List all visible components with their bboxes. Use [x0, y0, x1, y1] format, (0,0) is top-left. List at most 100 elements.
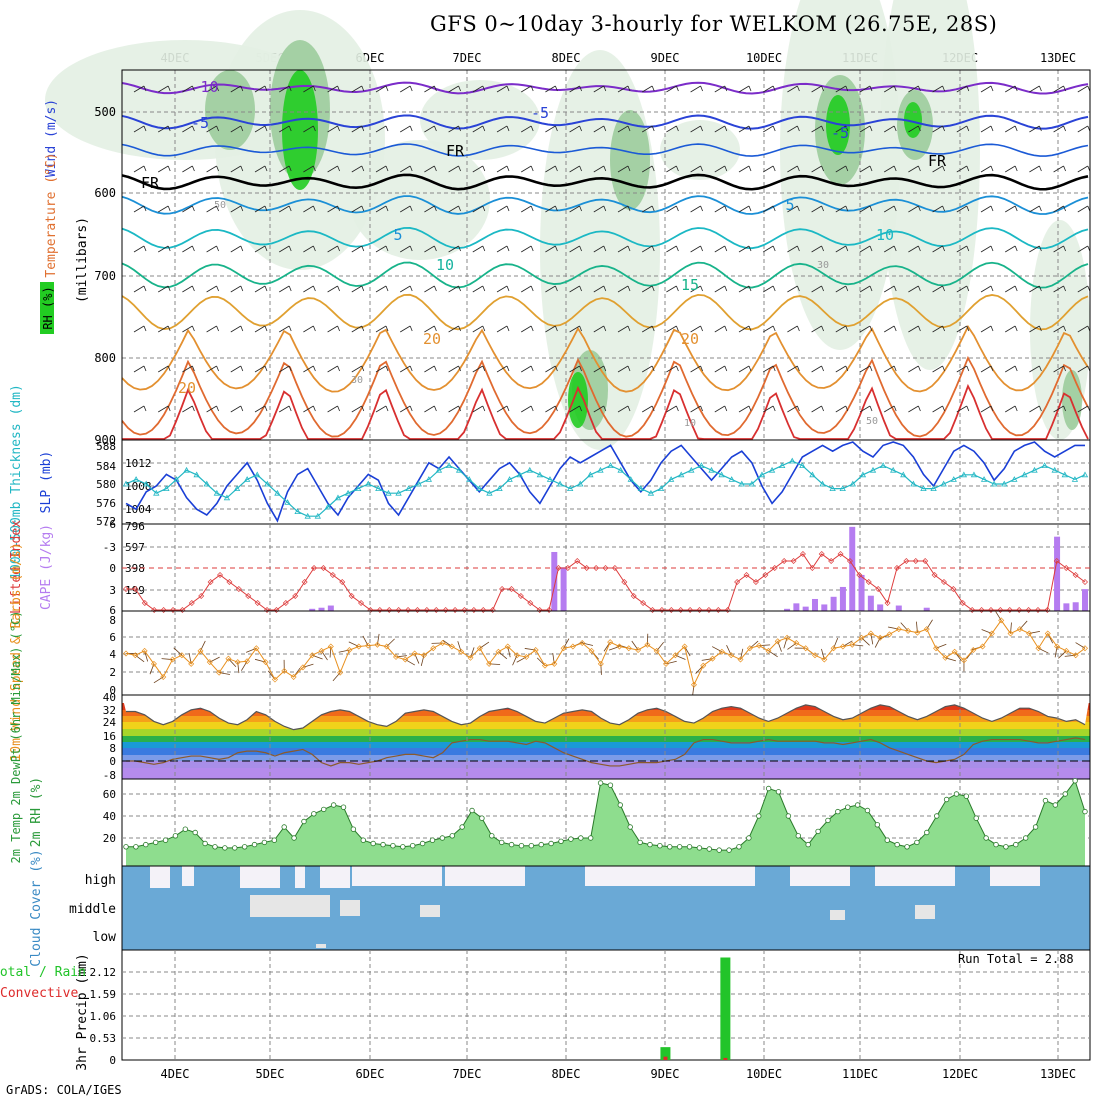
- cape-bar: [923, 607, 930, 611]
- thickness-point: [607, 462, 614, 468]
- rh-point: [241, 844, 248, 850]
- x-tick-label: 5DEC: [256, 1067, 285, 1081]
- cloud-gap: [915, 905, 935, 919]
- y-tick-label: middle: [69, 902, 116, 917]
- cape-bar: [309, 608, 316, 611]
- wind-barb: [748, 125, 752, 132]
- wind-speed-point: [830, 645, 837, 652]
- wind-barb: [641, 365, 653, 373]
- y-tick-label: 500: [94, 105, 116, 119]
- rh-point: [133, 844, 139, 850]
- wind-speed-point: [393, 653, 400, 660]
- wind-barb: [859, 245, 871, 253]
- wind-barb: [617, 285, 629, 293]
- wind-barb: [313, 125, 316, 132]
- wind-barb: [569, 325, 580, 333]
- wind-barb: [192, 365, 195, 372]
- wind-barb: [797, 325, 800, 332]
- wind-barb: [883, 125, 895, 133]
- rh-point: [607, 782, 614, 788]
- wind-barb: [448, 205, 459, 213]
- wind-speed-point: [700, 662, 707, 669]
- thickness-point: [365, 480, 372, 487]
- axis-label: 10m Wind Speed & Barbs (m/s): [9, 542, 24, 761]
- wind-barb: [375, 325, 387, 333]
- rh-point: [281, 824, 287, 830]
- wind-barb: [530, 85, 534, 92]
- thickness-point: [344, 489, 352, 496]
- rh-point: [162, 837, 169, 843]
- rh-shading: [350, 140, 490, 260]
- wind-barb: [157, 365, 169, 373]
- rh-point: [479, 815, 485, 821]
- thickness-point: [789, 457, 796, 464]
- wind-barb: [375, 85, 387, 93]
- thickness-point: [314, 512, 321, 519]
- wind-speed-point: [346, 646, 353, 653]
- wind-barb: [676, 85, 679, 92]
- wind-speed-point: [849, 641, 856, 648]
- wind-barb: [845, 205, 849, 212]
- rh-point: [765, 785, 772, 792]
- wind-barb: [579, 325, 582, 332]
- wind-barb: [811, 245, 822, 253]
- wind-barb: [859, 325, 871, 333]
- wind-barb: [482, 125, 486, 132]
- wind-barb: [835, 85, 847, 93]
- wind-barb: [932, 165, 943, 173]
- wind-barb: [351, 165, 363, 173]
- wind-barb: [555, 125, 558, 132]
- wind-barb: [254, 405, 266, 413]
- wind-speed-point: [1082, 645, 1088, 652]
- lifted-index-point: [546, 607, 553, 613]
- wind-barb: [700, 125, 703, 132]
- wind-barb: [1087, 365, 1091, 372]
- lifted-index-point: [358, 600, 365, 606]
- cape-bar: [849, 526, 856, 611]
- wind-barb: [409, 405, 413, 412]
- wind-barb: [167, 325, 171, 332]
- wind-barb: [303, 405, 314, 413]
- wind-barb: [762, 165, 774, 173]
- wind-barb: [448, 245, 459, 253]
- wind-barb: [869, 405, 873, 412]
- rh-point: [340, 804, 347, 810]
- wind-barb: [893, 325, 897, 332]
- wind-barb: [506, 205, 510, 212]
- wind-barb: [409, 165, 413, 172]
- y-tick-label: 40: [103, 810, 116, 823]
- rh-point: [548, 840, 554, 847]
- wind-barb: [700, 285, 703, 292]
- wind-barb: [385, 125, 389, 132]
- wind-barb: [240, 365, 244, 372]
- cloud-gap: [830, 910, 845, 920]
- lifted-index-point: [1044, 607, 1051, 613]
- wind-barb: [1039, 125, 1042, 132]
- thickness-point: [627, 476, 634, 482]
- wind-barb: [1077, 325, 1089, 333]
- wind-speed-point: [365, 642, 372, 649]
- wind-barb: [714, 205, 726, 213]
- x-tick-label: 8DEC: [552, 1067, 581, 1081]
- wind-barb: [496, 165, 508, 173]
- rh-point: [805, 841, 811, 848]
- rh-point: [696, 845, 703, 851]
- thickness-point: [143, 480, 150, 487]
- wind-barb: [690, 405, 701, 413]
- lifted-index-point: [311, 565, 318, 571]
- rh-point: [301, 818, 307, 825]
- rh-point: [785, 813, 792, 819]
- wind-speed-point: [411, 650, 418, 657]
- wind-barb: [167, 285, 171, 292]
- wind-barb: [738, 365, 750, 373]
- wind-barb: [869, 165, 873, 172]
- rh-point: [1072, 778, 1078, 784]
- wind-barb: [327, 205, 338, 213]
- thickness-point: [455, 466, 463, 473]
- wind-speed-point: [1063, 647, 1070, 654]
- thickness-point: [163, 485, 170, 491]
- wind-barb: [313, 285, 316, 292]
- wind-barb: [216, 325, 219, 332]
- lifted-index-point: [593, 565, 600, 571]
- lifted-index-point: [611, 565, 618, 571]
